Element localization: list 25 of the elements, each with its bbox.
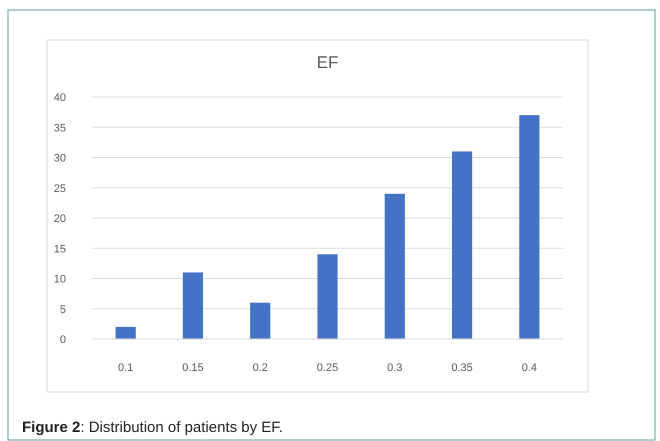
x-tick-label: 0.2 [252,362,268,374]
bar [182,272,204,339]
bar [317,254,338,339]
x-tick-label: 0.15 [182,362,204,374]
y-tick-label: 10 [54,274,66,286]
chart-title: EF [316,53,338,72]
bar [519,115,540,339]
y-tick-label: 5 [60,304,66,316]
x-tick-label: 0.35 [451,362,473,374]
x-tick-label: 0.4 [522,362,538,374]
y-tick-label: 20 [54,213,66,225]
x-tick-label: 0.3 [387,362,402,374]
y-tick-label: 35 [54,122,66,134]
y-tick-label: 30 [54,152,66,164]
y-tick-label: 15 [54,243,66,256]
bar [116,326,136,339]
bar [452,151,472,339]
bar [384,194,405,339]
y-tick-label: 40 [54,92,66,104]
y-tick-label: 25 [54,182,66,195]
bar [250,302,270,339]
caption: Figure 2: Distribution of patients by EF. [22,419,283,436]
x-tick-label: 0.1 [118,362,134,374]
y-tick-label: 0 [60,334,66,346]
x-tick-label: 0.25 [316,362,338,374]
